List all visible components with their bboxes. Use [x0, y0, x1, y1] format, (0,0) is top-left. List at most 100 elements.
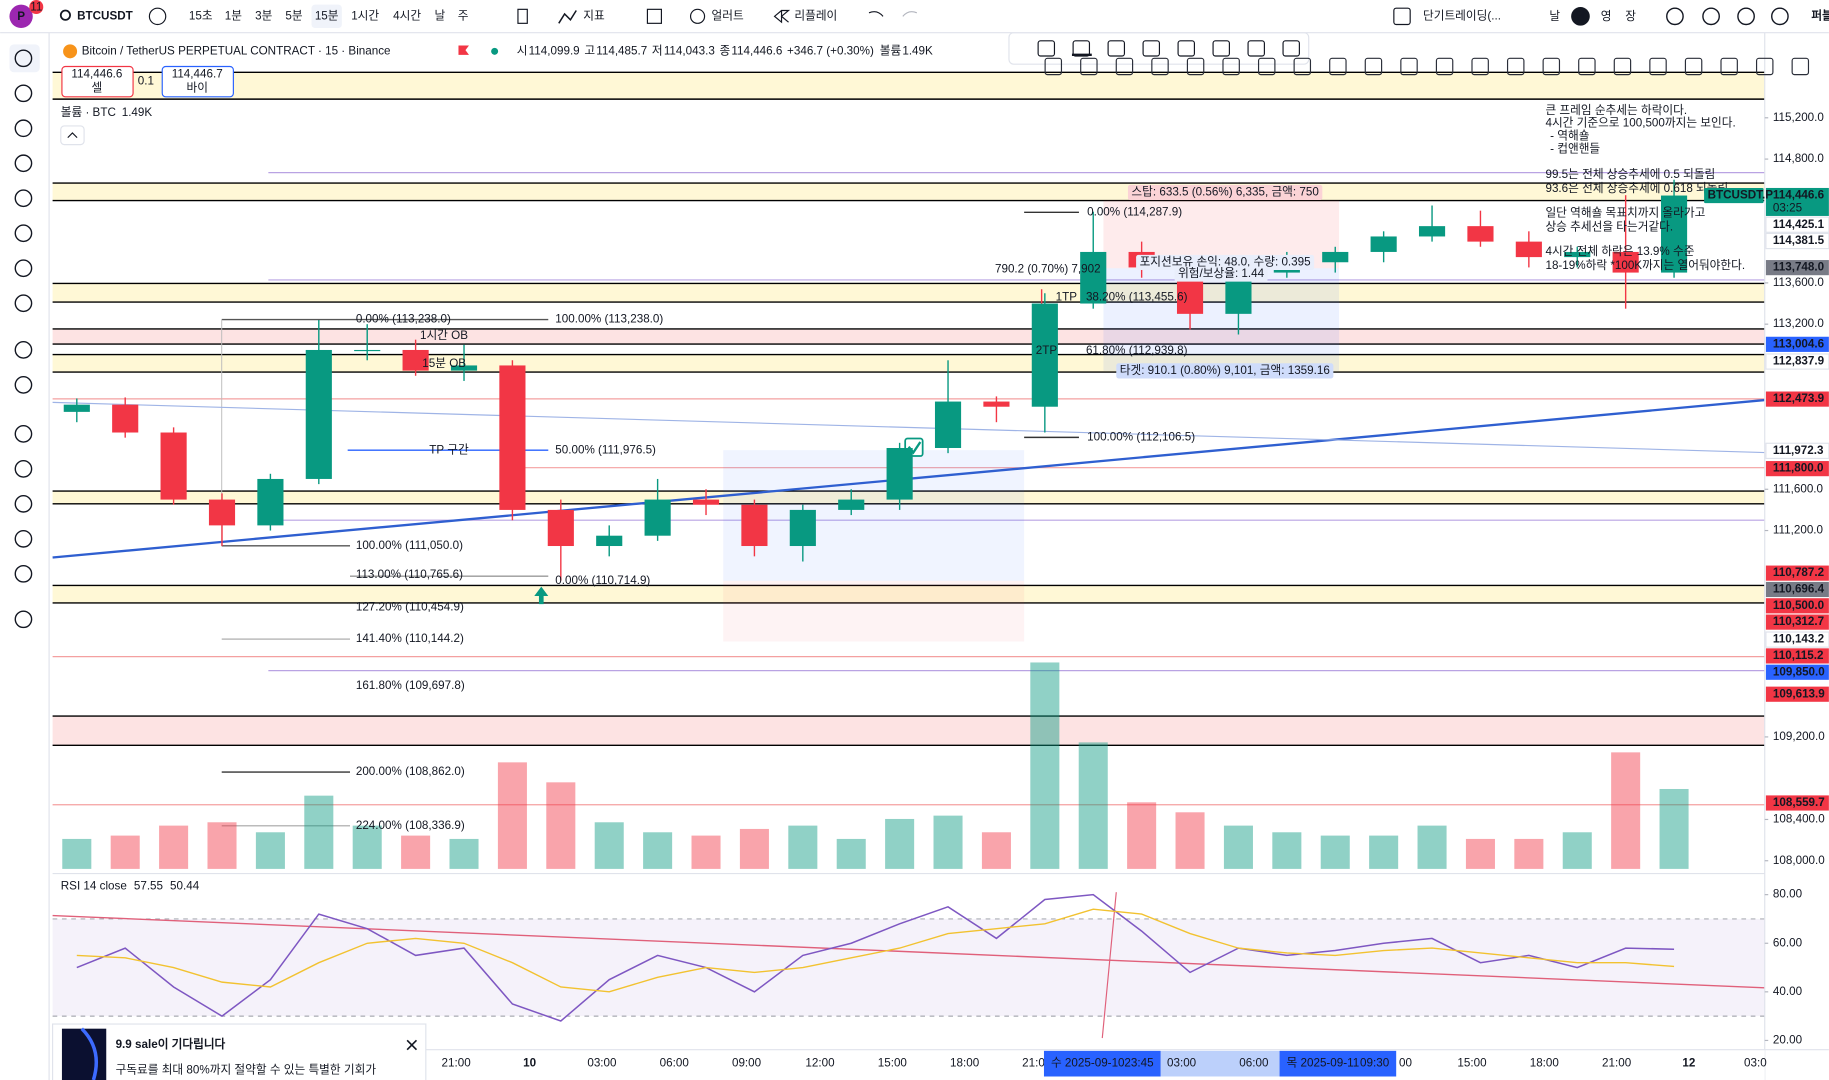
candle-body — [983, 401, 1010, 407]
drawing-label: 0.00% (110,714.9) — [555, 574, 650, 587]
volume-bar — [62, 838, 92, 869]
alerts-button[interactable]: 얼러트 — [712, 8, 744, 22]
drawing-tool-icon — [1755, 57, 1774, 76]
interval-button[interactable]: 1시간 — [351, 9, 379, 22]
toolbar-icon[interactable] — [1771, 7, 1789, 26]
drawing-label: 141.40% (110,144.2) — [356, 632, 464, 645]
time-label: 03:00 — [1167, 1057, 1197, 1070]
tool-icon[interactable] — [14, 154, 33, 173]
tool-icon[interactable] — [14, 425, 33, 443]
volume-bar — [546, 782, 576, 869]
candle-body — [1612, 251, 1639, 273]
tool-icon[interactable] — [14, 189, 33, 208]
candle-body — [208, 499, 236, 526]
volume-bar — [739, 828, 769, 869]
interval-button[interactable]: 주 — [458, 9, 469, 22]
replay-button[interactable]: 리플레이 — [794, 9, 837, 22]
y-tick-label: 80.00 — [1773, 888, 1803, 901]
drawing-label: 15분 OB — [422, 357, 466, 370]
session-button[interactable]: 날 — [1549, 10, 1560, 23]
volume-bar — [110, 835, 140, 869]
label-box — [1174, 266, 1268, 282]
candle-body — [305, 349, 332, 479]
volume-bar — [788, 825, 818, 869]
tool-icon[interactable] — [14, 84, 33, 103]
alert-icon — [689, 8, 706, 24]
undo-icon[interactable] — [868, 11, 884, 17]
interval-button[interactable]: 1분 — [225, 9, 242, 22]
volume-bar — [933, 815, 963, 869]
ohlc-value: 1.49K — [902, 44, 933, 57]
price-label: 112,837.9 — [1773, 355, 1825, 368]
candle-body — [644, 499, 671, 536]
tool-icon[interactable] — [14, 376, 33, 394]
price-label-box — [1765, 461, 1829, 477]
tool-icon[interactable] — [14, 494, 33, 513]
y-tick-label: 113,200.0 — [1773, 317, 1825, 330]
drawing-label: 100.00% (113,238.0) — [555, 313, 663, 326]
toolbar-icon[interactable] — [1666, 7, 1684, 26]
session-active — [1571, 6, 1590, 26]
note-text: 18-19%하락 *100K까지는 열어둬야한다. — [1545, 258, 1745, 272]
tool-icon[interactable] — [14, 529, 33, 548]
interval-button[interactable]: 3분 — [255, 9, 272, 22]
price-label: 109,850.0 — [1773, 665, 1825, 678]
crosshair-time: 23:45 — [1124, 1057, 1153, 1070]
ohlc-label: 시 — [517, 44, 528, 57]
volume-bar — [1514, 838, 1544, 869]
tool-icon[interactable] — [14, 259, 33, 278]
replay-icon — [773, 9, 791, 24]
volume-bar — [1030, 662, 1060, 869]
tool-icon[interactable] — [14, 224, 33, 243]
toolbar-icon[interactable] — [1702, 7, 1720, 26]
session-button[interactable]: 영 — [1601, 10, 1612, 23]
indicators-button[interactable]: 지표 — [583, 9, 605, 22]
draw-tool — [1177, 40, 1195, 57]
rsi-title: RSI 14 close — [61, 879, 127, 892]
price-label: 114,446.6 — [1773, 189, 1825, 202]
tool-icon[interactable] — [14, 564, 33, 583]
drawing-label: 50.00% (111,976.5) — [555, 443, 656, 456]
tool-icon[interactable] — [14, 49, 33, 68]
candle-body — [1322, 251, 1349, 263]
candle-body — [1031, 303, 1058, 407]
session-button[interactable]: 장 — [1625, 10, 1636, 23]
volume-bar — [1272, 832, 1302, 869]
interval-button[interactable]: 날 — [434, 9, 445, 22]
toolbar-icon[interactable] — [1737, 7, 1755, 26]
zone-band — [52, 585, 1765, 603]
interval-button[interactable]: 4시간 — [393, 9, 421, 22]
symbol-logo — [63, 44, 78, 59]
drawing-tool-icon — [1329, 57, 1347, 76]
promo-text: 구독료를 최대 80%까지 절약할 수 있는 특별한 기회가 — [116, 1063, 377, 1077]
top-toolbar — [0, 0, 1829, 33]
candle-body — [886, 447, 913, 500]
tool-icon[interactable] — [14, 341, 33, 359]
volume-bar — [1320, 835, 1350, 869]
tool-icon[interactable] — [14, 610, 33, 629]
interval-button[interactable]: 5분 — [285, 9, 302, 22]
badge — [29, 0, 44, 14]
publish-button[interactable]: 퍼블 — [1811, 8, 1829, 22]
buy-label: 바이 — [186, 82, 207, 95]
ohlc-value: 114,099.9 — [529, 44, 580, 57]
redo-icon[interactable] — [902, 11, 918, 17]
price-label: 109,613.9 — [1773, 687, 1825, 700]
layout-name[interactable]: 단기트레이딩(... — [1423, 9, 1501, 22]
session-button[interactable]: 단 — [1575, 10, 1586, 23]
tool-icon[interactable] — [14, 119, 33, 138]
time-label: 18:00 — [950, 1057, 980, 1070]
add-symbol[interactable] — [148, 7, 167, 26]
avatar[interactable] — [9, 4, 33, 28]
interval-button[interactable]: 15초 — [189, 9, 213, 22]
symbol-search[interactable]: BTCUSDT — [77, 9, 133, 22]
tool-icon[interactable] — [14, 294, 33, 313]
drawing-tool-icon — [1506, 57, 1525, 76]
rsi-line — [76, 908, 1675, 993]
volume-bar — [352, 825, 382, 869]
tool-icon[interactable] — [14, 459, 33, 478]
interval-button[interactable]: 15분 — [315, 9, 339, 22]
spread: 0.1 — [138, 75, 154, 88]
zone-band — [52, 354, 1765, 373]
tp-zone — [723, 450, 1025, 581]
